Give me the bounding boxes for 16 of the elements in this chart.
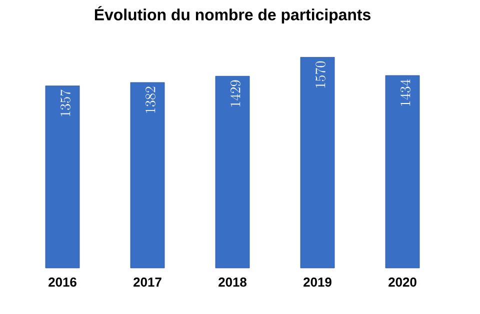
data-label: 1434: [400, 79, 410, 106]
data-label: 1570: [315, 61, 326, 88]
x-tick-label: 2018: [218, 278, 247, 287]
x-tick-label: 2016: [48, 278, 76, 287]
data-label: 1382: [146, 86, 156, 113]
bar: [130, 82, 165, 268]
chart-title: Évolution du nombre de participants: [94, 6, 370, 24]
bar: [45, 86, 80, 268]
x-tick-label: 2020: [388, 278, 416, 287]
x-tick-label: 2019: [304, 278, 332, 287]
x-tick-label: 2017: [134, 278, 162, 287]
data-label: 1429: [230, 80, 240, 106]
bar: [385, 75, 420, 268]
data-label: 1357: [60, 90, 70, 116]
bar: [300, 57, 335, 268]
bar: [215, 76, 250, 268]
